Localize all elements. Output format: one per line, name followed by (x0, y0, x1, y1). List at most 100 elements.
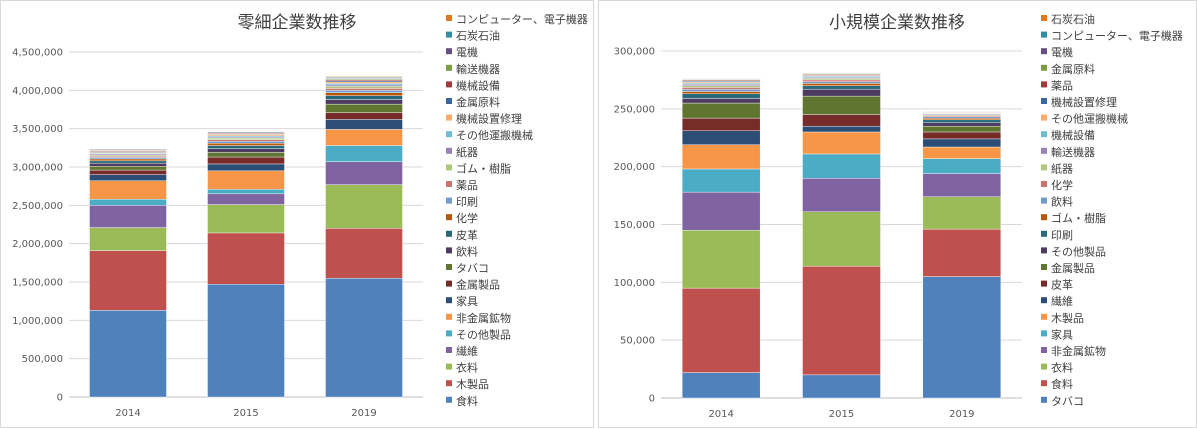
legend-label: 木製品 (1051, 311, 1084, 325)
bar-segment (90, 228, 167, 251)
legend-swatch (1041, 347, 1047, 353)
legend-label: ゴム・樹脂 (1051, 211, 1106, 225)
legend-swatch (1041, 247, 1047, 253)
legend-label: 家具 (456, 294, 478, 308)
legend-label: 食料 (456, 394, 478, 408)
bar-segment (682, 145, 760, 169)
legend-label: 衣料 (1051, 361, 1073, 375)
bar-segment (90, 175, 167, 181)
legend-label: 紙器 (1051, 161, 1073, 175)
bar-segment (326, 129, 403, 145)
bar-segment (208, 189, 285, 194)
legend-label: 電機 (456, 45, 478, 59)
y-tick-label: 2,500,000 (12, 201, 63, 212)
legend-swatch (446, 198, 452, 204)
legend-swatch (446, 397, 452, 403)
bar-segment (326, 96, 403, 100)
bar-segment (803, 79, 881, 80)
bar-segment (90, 170, 167, 175)
y-tick-label: 4,000,000 (12, 86, 63, 97)
bar-segment (923, 120, 1001, 123)
legend-swatch (446, 131, 452, 137)
legend-label: 金属製品 (1051, 261, 1095, 275)
bar-segment (208, 194, 285, 205)
bar-segment (208, 284, 285, 397)
x-tick-label: 2014 (708, 409, 733, 420)
bar-segment (90, 159, 167, 161)
bar-segment (326, 185, 403, 229)
legend-swatch (446, 330, 452, 336)
legend-label: 印刷 (456, 196, 478, 209)
bar-segment (803, 96, 881, 115)
legend-label: コンピューター、電子機器 (456, 12, 588, 26)
bar-segment (682, 230, 760, 288)
legend-swatch (446, 98, 452, 104)
bar-segment (682, 86, 760, 88)
y-tick-label: 500,000 (22, 354, 63, 365)
legend-swatch (446, 231, 452, 237)
legend-label: その他製品 (1051, 244, 1106, 258)
bar-segment (803, 82, 881, 84)
bar-segment (326, 87, 403, 89)
legend-label: 皮革 (1051, 278, 1073, 292)
bar-segment (326, 104, 403, 112)
legend-swatch (446, 247, 452, 253)
bar-segment (326, 85, 403, 87)
y-tick-label: 3,500,000 (12, 124, 63, 135)
legend-swatch (446, 214, 452, 220)
legend-label: 化学 (1051, 178, 1073, 192)
bar-segment (326, 88, 403, 90)
bar-segment (803, 89, 881, 96)
x-tick-label: 2019 (351, 408, 376, 419)
bar-segment (326, 162, 403, 185)
legend-label: 電機 (1051, 45, 1073, 59)
bar-segment (326, 119, 403, 129)
bar-segment (803, 266, 881, 375)
legend-label: コンピューター、電子機器 (1051, 29, 1183, 43)
y-tick-label: 1,500,000 (12, 278, 63, 289)
y-tick-label: 0 (57, 393, 63, 404)
bar-segment (326, 77, 403, 78)
legend-swatch (1041, 264, 1047, 270)
chart-svg-right: 小規模企業数推移050,000100,000150,000200,000250,… (599, 1, 1197, 429)
legend-label: 皮革 (456, 228, 478, 242)
legend-label: 食料 (1051, 377, 1073, 391)
legend-swatch (1041, 131, 1047, 137)
legend-swatch (1041, 48, 1047, 54)
bar-segment (803, 83, 881, 85)
bar-segment (326, 82, 403, 84)
legend-label: 衣料 (456, 361, 478, 375)
x-tick-label: 2015 (233, 408, 258, 419)
legend-label: 化学 (456, 211, 478, 225)
bar-segment (682, 118, 760, 131)
bar-segment (803, 86, 881, 89)
bar-segment (803, 115, 881, 127)
bar-segment (682, 89, 760, 91)
bar-segment (90, 157, 167, 159)
legend-swatch (1041, 15, 1047, 21)
bar-segment (208, 152, 285, 157)
legend-label: 薬品 (1051, 79, 1073, 92)
legend-label: 薬品 (456, 179, 478, 192)
legend-label: その他運搬機械 (1051, 112, 1128, 126)
bar-segment (682, 84, 760, 85)
y-tick-label: 50,000 (620, 336, 655, 347)
bar-segment (923, 197, 1001, 229)
legend-label: 繊維 (1051, 295, 1073, 308)
legend-swatch (446, 281, 452, 287)
y-tick-label: 0 (649, 394, 655, 405)
bar-segment (90, 163, 167, 166)
bar-segment (208, 140, 285, 142)
bar-segment (803, 375, 881, 398)
legend-swatch (446, 264, 452, 270)
legend-swatch (446, 380, 452, 386)
bar-segment (682, 192, 760, 230)
x-tick-label: 2015 (829, 409, 854, 420)
bar-segment (682, 131, 760, 145)
legend-label: 木製品 (456, 377, 489, 391)
bar-segment (803, 212, 881, 266)
legend-swatch (446, 81, 452, 87)
legend-swatch (446, 115, 452, 121)
legend-swatch (446, 65, 452, 71)
